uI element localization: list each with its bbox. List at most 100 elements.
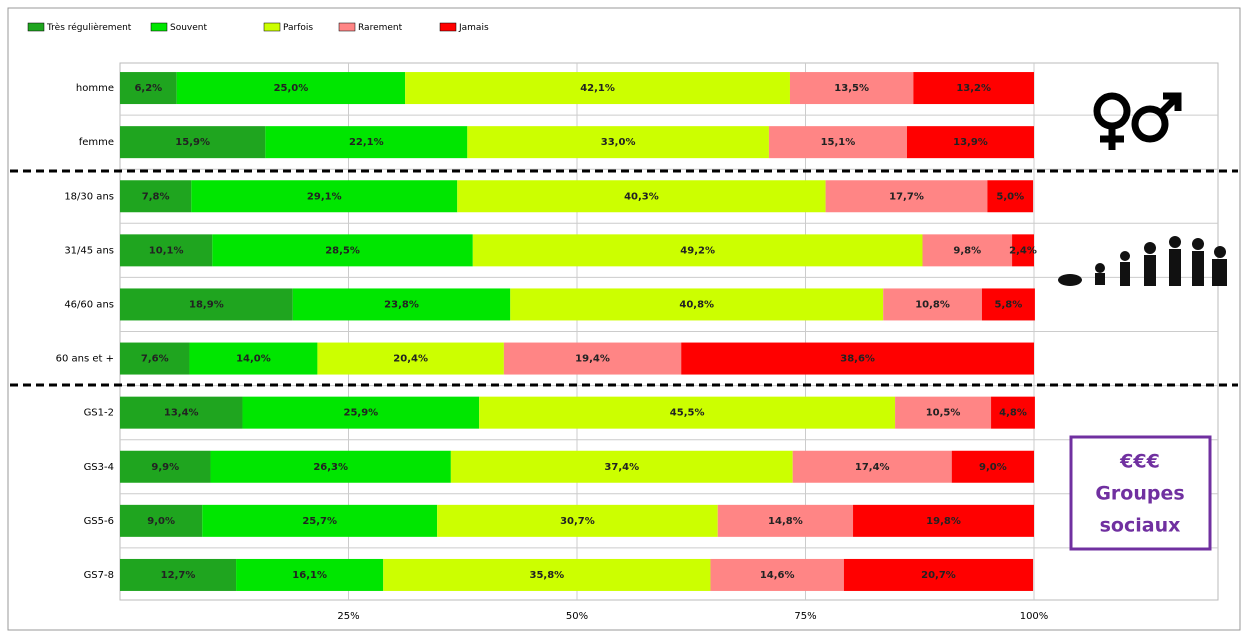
bar-segment <box>405 72 790 105</box>
y-tick-label: GS3-4 <box>84 462 114 473</box>
bar-segment <box>120 180 192 213</box>
value-label: 19,8% <box>926 516 961 527</box>
y-tick-label: homme <box>76 83 114 94</box>
legend-label: Souvent <box>170 23 207 33</box>
bar-segment <box>120 234 213 267</box>
value-label: 25,9% <box>343 408 378 419</box>
bar-segment <box>895 396 992 429</box>
value-label: 19,4% <box>575 354 610 365</box>
bar-segment <box>681 342 1034 375</box>
legend-swatch <box>439 22 457 32</box>
legend-swatch <box>150 22 168 32</box>
value-label: 7,6% <box>141 354 169 365</box>
value-label: 10,5% <box>926 408 961 419</box>
bar-segment <box>472 234 923 267</box>
value-label: 6,2% <box>134 83 162 94</box>
value-label: 14,0% <box>236 354 271 365</box>
plot: 25% 50% 75% 100% homme 6,2% 25,0% 42,1% 13,5% 13,… <box>56 63 1218 622</box>
legend-label: Rarement <box>358 23 403 33</box>
bar-segment <box>437 504 718 537</box>
value-label: 15,9% <box>175 137 210 148</box>
bar-segment <box>717 504 854 537</box>
x-tick-label: 100% <box>1020 611 1049 622</box>
y-tick-label: 46/60 ans <box>64 299 114 310</box>
bar-segment <box>210 450 451 483</box>
x-tick-label: 50% <box>566 611 588 622</box>
bar-segment <box>768 126 907 159</box>
value-label: 28,5% <box>325 245 360 256</box>
bar-segment <box>189 342 318 375</box>
bar-segment <box>987 180 1034 213</box>
bar-segment <box>265 126 468 159</box>
bar-segment <box>120 126 266 159</box>
annotation: Groupes <box>1095 483 1184 505</box>
value-label: 49,2% <box>680 245 715 256</box>
value-label: 13,9% <box>953 137 988 148</box>
value-label: 5,0% <box>996 191 1024 202</box>
annotation: €€€ <box>1119 451 1160 473</box>
value-label: 33,0% <box>601 137 636 148</box>
value-label: 38,6% <box>840 354 875 365</box>
bar-segment <box>176 72 406 105</box>
value-label: 5,8% <box>995 299 1023 310</box>
bar-segment <box>922 234 1013 267</box>
bar-segment <box>202 504 438 537</box>
value-label: 9,0% <box>147 516 175 527</box>
y-tick-label: GS1-2 <box>84 408 114 419</box>
value-label: 22,1% <box>349 137 384 148</box>
value-label: 25,0% <box>274 83 309 94</box>
value-label: 25,7% <box>302 516 337 527</box>
value-label: 2,4% <box>1009 245 1037 256</box>
bar-segment <box>457 180 826 213</box>
value-label: 13,4% <box>164 408 199 419</box>
legend-swatch <box>338 22 356 32</box>
bar-segment <box>991 396 1035 429</box>
x-tick-label: 25% <box>337 611 359 622</box>
bar-segment <box>120 504 203 537</box>
value-label: 9,0% <box>979 462 1007 473</box>
value-label: 7,8% <box>142 191 170 202</box>
annotation-box <box>1069 435 1212 551</box>
value-label: 9,9% <box>151 462 179 473</box>
value-label: 13,5% <box>834 83 869 94</box>
value-label: 12,7% <box>161 570 196 581</box>
bar-segment <box>467 126 769 159</box>
value-label: 23,8% <box>384 299 419 310</box>
y-tick-label: 31/45 ans <box>64 245 114 256</box>
age-icon <box>1058 236 1227 286</box>
bar-segment <box>242 396 480 429</box>
value-label: 10,8% <box>915 299 950 310</box>
value-label: 17,4% <box>855 462 890 473</box>
y-tick-label: GS7-8 <box>84 570 114 581</box>
value-label: 35,8% <box>529 570 564 581</box>
value-label: 16,1% <box>292 570 327 581</box>
x-tick-label: 75% <box>794 611 816 622</box>
value-label: 17,7% <box>889 191 924 202</box>
bar-segment <box>853 504 1034 537</box>
y-tick-label: 60 ans et + <box>56 354 114 365</box>
y-tick-label: 18/30 ans <box>64 191 114 202</box>
legend-swatch <box>27 22 45 32</box>
legend-label: Jamais <box>458 23 489 33</box>
value-label: 20,7% <box>921 570 956 581</box>
legend-swatch <box>263 22 281 32</box>
bar-segment <box>120 342 190 375</box>
bar-segment <box>120 288 293 321</box>
y-tick-label: femme <box>79 137 114 148</box>
bar-segment <box>883 288 982 321</box>
y-tick-label: GS5-6 <box>84 516 114 527</box>
bar-segment <box>981 288 1035 321</box>
bar-segment <box>503 342 682 375</box>
bar-segment <box>906 126 1034 159</box>
value-label: 10,1% <box>149 245 184 256</box>
bar-segment <box>292 288 511 321</box>
bar-segment <box>120 558 237 591</box>
bar-segment <box>825 180 988 213</box>
legend-label: Parfois <box>283 23 313 33</box>
value-label: 30,7% <box>560 516 595 527</box>
value-label: 45,5% <box>670 408 705 419</box>
value-label: 4,8% <box>999 408 1027 419</box>
value-label: 13,2% <box>956 83 991 94</box>
bar-segment <box>510 288 884 321</box>
bar-segment <box>710 558 844 591</box>
